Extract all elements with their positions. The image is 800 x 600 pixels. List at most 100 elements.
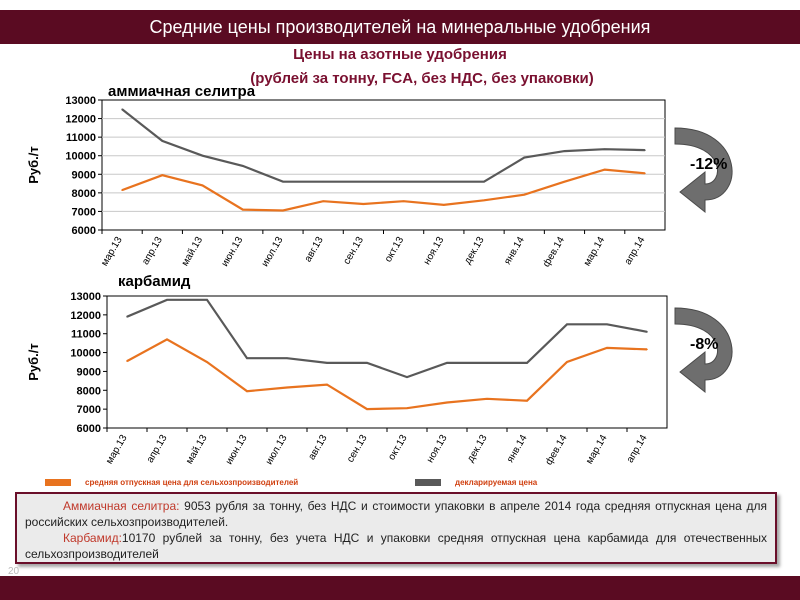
data-point-declared_price bbox=[523, 156, 526, 159]
data-point-declared_price bbox=[486, 362, 488, 364]
x-tick-label: апр.14 bbox=[625, 433, 650, 465]
legend-label-declared-price: декларируемая цена bbox=[455, 478, 538, 487]
x-tick-label: май.13 bbox=[180, 235, 206, 269]
note-text-urea: 10170 рублей за тонну, без учета НДС и у… bbox=[25, 531, 767, 561]
data-point-declared_price bbox=[362, 180, 365, 183]
x-tick-label: июл.13 bbox=[264, 433, 290, 467]
data-point-declared_price bbox=[246, 357, 248, 360]
data-point-declared_price bbox=[166, 298, 168, 301]
notes-box: Аммиачная селитра: 9053 рубля за тонну, … bbox=[15, 492, 777, 564]
data-point-declared_price bbox=[286, 357, 288, 360]
x-tick-label: янв.14 bbox=[502, 235, 527, 267]
data-point-declared_price bbox=[646, 331, 648, 333]
trend-arrow-icon bbox=[674, 307, 733, 394]
data-point-declared_price bbox=[241, 165, 244, 167]
x-tick-label: авг.13 bbox=[303, 235, 326, 264]
x-tick-label: фев.14 bbox=[543, 432, 570, 467]
x-tick-label: июл.13 bbox=[260, 235, 286, 269]
data-point-declared_price bbox=[443, 180, 445, 183]
data-point-selling_price bbox=[286, 386, 288, 389]
data-point-declared_price bbox=[644, 149, 646, 151]
y-tick-label: 13000 bbox=[70, 291, 101, 303]
data-point-selling_price bbox=[241, 208, 244, 211]
data-point-selling_price bbox=[246, 390, 248, 393]
x-tick-label: апр.13 bbox=[140, 235, 165, 267]
chart-subtitle-line1: Цены на азотные удобрения bbox=[293, 46, 507, 63]
legend-item-selling-price: средняя отпускная цена для сельхозпроизв… bbox=[45, 478, 298, 487]
data-point-selling_price bbox=[166, 338, 168, 341]
data-point-declared_price bbox=[446, 362, 448, 364]
x-tick-label: янв.14 bbox=[505, 433, 530, 465]
data-point-declared_price bbox=[206, 298, 208, 301]
y-tick-label: 7000 bbox=[72, 206, 96, 218]
note-text-ammonium-nitrate: 9053 рубля за тонну, без НДС и стоимости… bbox=[25, 499, 767, 529]
x-tick-label: дек.13 bbox=[465, 433, 490, 465]
legend-item-declared-price: декларируемая цена bbox=[415, 478, 537, 487]
x-tick-label: апр.13 bbox=[145, 433, 170, 465]
x-tick-label: сен.13 bbox=[345, 433, 370, 465]
data-point-selling_price bbox=[406, 407, 408, 409]
data-point-declared_price bbox=[366, 362, 368, 364]
x-tick-label: дек.13 bbox=[462, 235, 487, 267]
series-line-declared_price bbox=[121, 108, 645, 183]
y-tick-label: 12000 bbox=[65, 114, 96, 126]
data-point-declared_price bbox=[526, 362, 528, 364]
data-point-selling_price bbox=[563, 180, 566, 183]
data-point-selling_price bbox=[486, 397, 488, 400]
chart-subtitle-line2: (рублей за тонну, FCA, без НДС, без упак… bbox=[250, 70, 594, 87]
data-point-selling_price bbox=[483, 199, 485, 202]
change-label: -12% bbox=[690, 156, 727, 173]
data-point-selling_price bbox=[646, 348, 648, 351]
data-point-declared_price bbox=[402, 180, 405, 183]
data-point-selling_price bbox=[566, 361, 568, 363]
note-label-urea: Карбамид: bbox=[63, 531, 122, 545]
note-ammonium-nitrate: Аммиачная селитра: 9053 рубля за тонну, … bbox=[25, 498, 767, 530]
data-point-selling_price bbox=[206, 361, 208, 363]
y-tick-label: 10000 bbox=[65, 151, 96, 163]
y-tick-label: 8000 bbox=[77, 385, 101, 397]
y-axis-label: Руб./т bbox=[26, 343, 41, 381]
data-point-declared_price bbox=[126, 315, 128, 318]
x-tick-label: фев.14 bbox=[540, 234, 567, 269]
data-point-selling_price bbox=[362, 203, 365, 205]
data-point-selling_price bbox=[523, 193, 526, 196]
data-point-declared_price bbox=[566, 323, 568, 326]
y-tick-label: 12000 bbox=[70, 310, 101, 322]
legend-swatch-selling-price bbox=[45, 479, 71, 486]
x-tick-label: июн.13 bbox=[224, 433, 250, 467]
y-tick-label: 13000 bbox=[65, 95, 96, 107]
data-point-selling_price bbox=[526, 399, 528, 402]
series-line-selling_price bbox=[121, 168, 646, 212]
series-line-selling_price bbox=[126, 338, 648, 411]
chart-title: аммиачная селитра bbox=[108, 83, 256, 100]
y-tick-label: 10000 bbox=[70, 348, 101, 360]
data-point-selling_price bbox=[161, 174, 164, 177]
x-tick-label: авг.13 bbox=[306, 433, 329, 462]
x-tick-label: окт.13 bbox=[386, 433, 409, 463]
page-title: Средние цены производителей на минеральн… bbox=[0, 10, 800, 44]
x-tick-label: мар.14 bbox=[582, 235, 608, 269]
plot-area bbox=[101, 99, 666, 231]
data-point-selling_price bbox=[326, 383, 328, 386]
data-point-declared_price bbox=[603, 148, 606, 151]
urea-chart: 6000 7000 8000 9000 10000 11000 12000 13000 мар.… bbox=[26, 273, 733, 467]
x-tick-label: мар.14 bbox=[584, 433, 610, 467]
data-point-declared_price bbox=[322, 180, 324, 183]
x-tick-label: мар.13 bbox=[104, 433, 130, 467]
x-tick-label: апр.14 bbox=[623, 235, 648, 267]
data-point-declared_price bbox=[121, 108, 123, 111]
data-point-declared_price bbox=[282, 180, 284, 183]
footer-bar bbox=[0, 576, 800, 600]
data-point-declared_price bbox=[483, 180, 485, 183]
data-point-declared_price bbox=[563, 150, 566, 152]
data-point-declared_price bbox=[161, 140, 164, 142]
data-point-declared_price bbox=[606, 323, 608, 326]
data-point-selling_price bbox=[446, 401, 448, 404]
data-point-selling_price bbox=[282, 209, 284, 212]
y-tick-label: 11000 bbox=[66, 132, 96, 144]
y-axis-label: Руб./т bbox=[26, 146, 41, 184]
data-point-declared_price bbox=[326, 362, 328, 364]
legend-label-selling-price: средняя отпускная цена для сельхозпроизв… bbox=[85, 478, 299, 487]
data-point-selling_price bbox=[443, 204, 445, 206]
note-urea: Карбамид:10170 рублей за тонну, без учет… bbox=[25, 530, 767, 562]
